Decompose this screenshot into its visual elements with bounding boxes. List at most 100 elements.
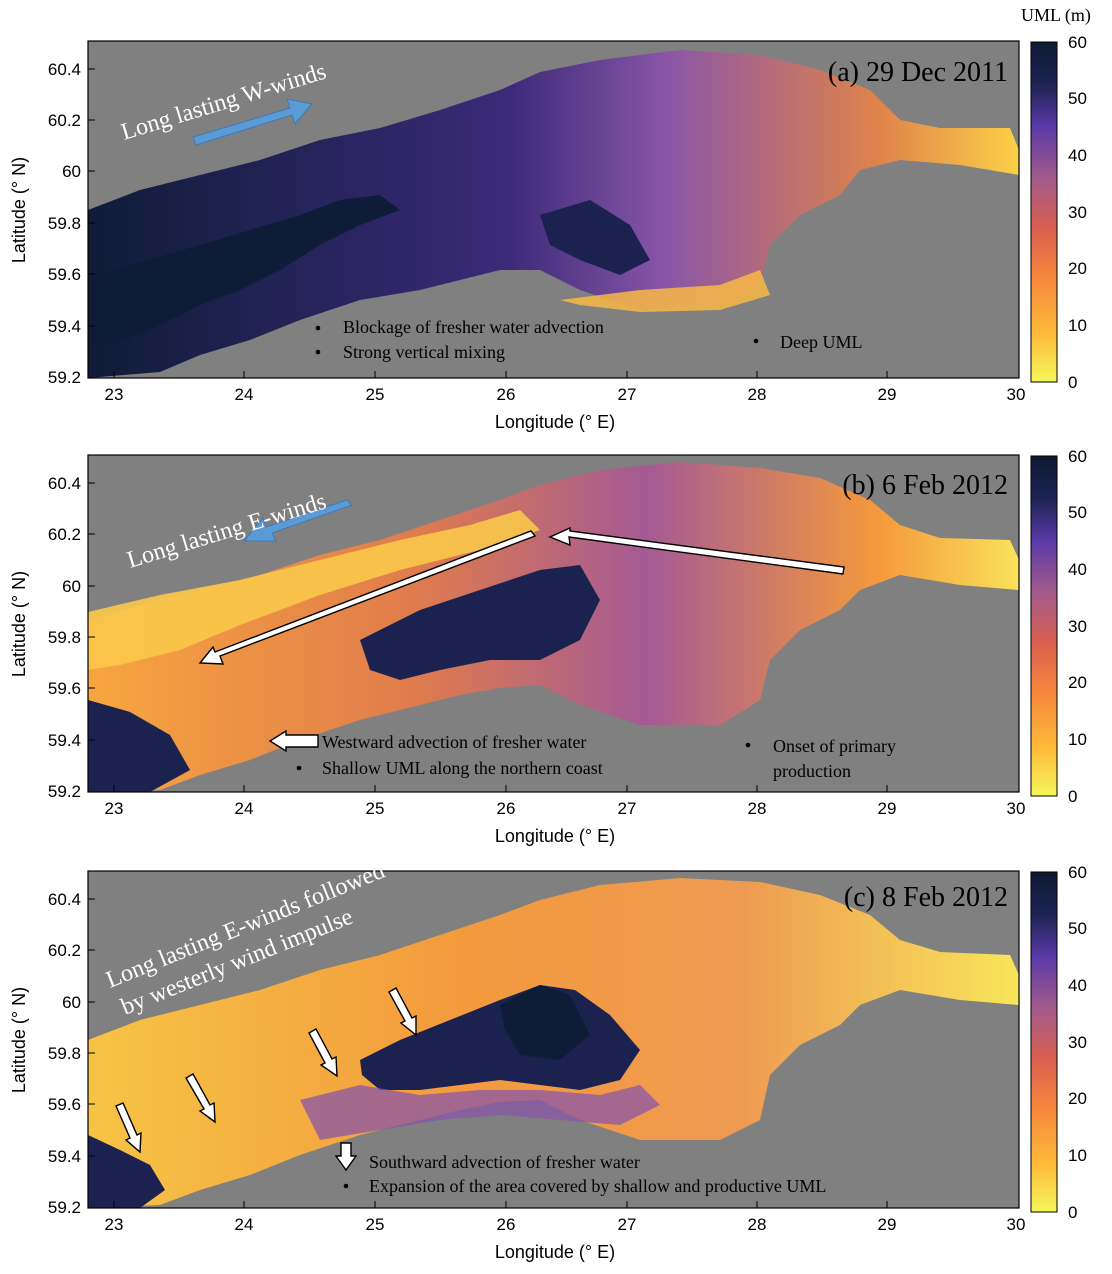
colorbar-tick: 40 <box>1068 146 1087 165</box>
plot-frame <box>87 870 1020 1209</box>
note-bullet <box>343 1183 349 1189</box>
x-tick-label: 28 <box>748 799 767 818</box>
note-text: Southward advection of fresher water <box>369 1152 640 1172</box>
y-axis: 60.4 60.2 60 59.8 59.6 59.4 59.2 <box>48 890 95 1217</box>
x-tick-label: 27 <box>618 799 637 818</box>
y-tick-label: 59.2 <box>48 1198 81 1217</box>
deep-core <box>88 700 190 792</box>
deep-core <box>500 985 590 1060</box>
note-bullet <box>315 349 321 355</box>
y-tick-label: 60 <box>62 993 81 1012</box>
y-tick-label: 60.2 <box>48 111 81 130</box>
colorbar-tick: 0 <box>1068 1203 1077 1222</box>
colorbar-tick: 20 <box>1068 259 1087 278</box>
x-tick-label: 25 <box>366 1215 385 1234</box>
colorbar-title: UML (m) <box>1021 5 1091 26</box>
y-tick-label: 60.4 <box>48 890 81 909</box>
x-tick-label: 24 <box>235 385 254 404</box>
y-tick-label: 59.8 <box>48 1044 81 1063</box>
colorbar-tick: 50 <box>1068 503 1087 522</box>
note-text: production <box>773 761 851 781</box>
y-tick-label: 59.8 <box>48 214 81 233</box>
deep-core <box>88 195 400 350</box>
advection-arrow <box>334 1142 358 1172</box>
deep-core <box>540 200 650 275</box>
y-tick-label: 60.2 <box>48 525 81 544</box>
panel-c: Long lasting E-winds followed by westerl… <box>9 858 1087 1262</box>
colorbar-tick: 20 <box>1068 673 1087 692</box>
wind-arrow <box>242 499 353 542</box>
x-axis-label: Longitude (° E) <box>495 826 615 846</box>
advection-arrow <box>548 526 845 575</box>
y-tick-label: 59.8 <box>48 628 81 647</box>
note-text: Blockage of fresher water advection <box>343 317 604 337</box>
colorbar-tick: 50 <box>1068 919 1087 938</box>
plot-frame <box>87 454 1020 793</box>
colorbar-tick: 10 <box>1068 316 1087 335</box>
advection-arrow <box>115 1102 142 1154</box>
deep-core <box>360 565 600 680</box>
colorbar-tick: 30 <box>1068 617 1087 636</box>
colorbar-tick: 10 <box>1068 730 1087 749</box>
note-bullet <box>745 742 751 748</box>
x-tick-label: 26 <box>497 1215 516 1234</box>
y-tick-label: 59.2 <box>48 368 81 387</box>
x-tick-label: 23 <box>105 385 124 404</box>
note-bullet <box>315 325 321 331</box>
x-axis-label: Longitude (° E) <box>495 1242 615 1262</box>
advection-arrow <box>198 530 537 665</box>
purple-band <box>300 1085 660 1140</box>
colorbar-tick: 0 <box>1068 787 1077 806</box>
x-tick-label: 27 <box>618 385 637 404</box>
x-tick-label: 29 <box>878 385 897 404</box>
deep-core <box>88 1135 165 1208</box>
x-tick-label: 24 <box>235 1215 254 1234</box>
y-tick-label: 59.6 <box>48 265 81 284</box>
advection-arrow <box>185 1073 216 1124</box>
x-axis: 23 24 25 26 27 28 29 30 <box>105 785 1026 818</box>
x-tick-label: 30 <box>1007 385 1026 404</box>
plot-frame <box>87 40 1020 379</box>
x-tick-label: 30 <box>1007 1215 1026 1234</box>
x-tick-label: 27 <box>618 1215 637 1234</box>
y-axis-label: Latitude (° N) <box>9 157 29 263</box>
x-axis: 23 24 25 26 27 28 29 30 <box>105 1201 1026 1234</box>
colorbar-tick: 40 <box>1068 976 1087 995</box>
note-bullet <box>296 765 302 771</box>
colorbar-tick: 30 <box>1068 203 1087 222</box>
y-tick-label: 59.4 <box>48 731 81 750</box>
colorbar-tick: 60 <box>1068 863 1087 882</box>
x-tick-label: 29 <box>878 1215 897 1234</box>
panel-title: (a) 29 Dec 2011 <box>828 57 1008 88</box>
x-tick-label: 24 <box>235 799 254 818</box>
y-axis: 60.4 60.2 60 59.8 59.6 59.4 59.2 <box>48 60 95 387</box>
panel-title: (c) 8 Feb 2012 <box>844 882 1008 913</box>
x-tick-label: 28 <box>748 385 767 404</box>
y-tick-label: 59.4 <box>48 1147 81 1166</box>
x-tick-label: 26 <box>497 799 516 818</box>
colorbar-tick: 10 <box>1068 1146 1087 1165</box>
y-axis-label: Latitude (° N) <box>9 571 29 677</box>
y-tick-label: 60 <box>62 162 81 181</box>
panel-b: Long lasting E-winds (b) 6 Feb 2012 West… <box>9 447 1087 846</box>
colorbar-tick: 40 <box>1068 560 1087 579</box>
x-tick-label: 29 <box>878 799 897 818</box>
colorbar-tick: 30 <box>1068 1033 1087 1052</box>
x-tick-label: 30 <box>1007 799 1026 818</box>
y-axis-label: Latitude (° N) <box>9 987 29 1093</box>
colorbar-tick: 60 <box>1068 447 1087 466</box>
colorbar: 0 10 20 30 40 50 60 <box>1030 447 1087 806</box>
advection-arrow <box>308 1028 338 1078</box>
x-tick-label: 23 <box>105 799 124 818</box>
x-axis: 23 24 25 26 27 28 29 30 <box>105 371 1026 404</box>
advection-arrow <box>388 987 417 1037</box>
y-tick-label: 59.6 <box>48 679 81 698</box>
colorbar: UML (m) 0 10 20 30 40 50 60 <box>1021 5 1091 392</box>
x-tick-label: 23 <box>105 1215 124 1234</box>
y-tick-label: 59.4 <box>48 317 81 336</box>
note-text: Shallow UML along the northern coast <box>322 758 603 778</box>
shallow-coast <box>88 510 540 670</box>
advection-arrow <box>268 729 319 753</box>
note-text: Strong vertical mixing <box>343 342 505 362</box>
